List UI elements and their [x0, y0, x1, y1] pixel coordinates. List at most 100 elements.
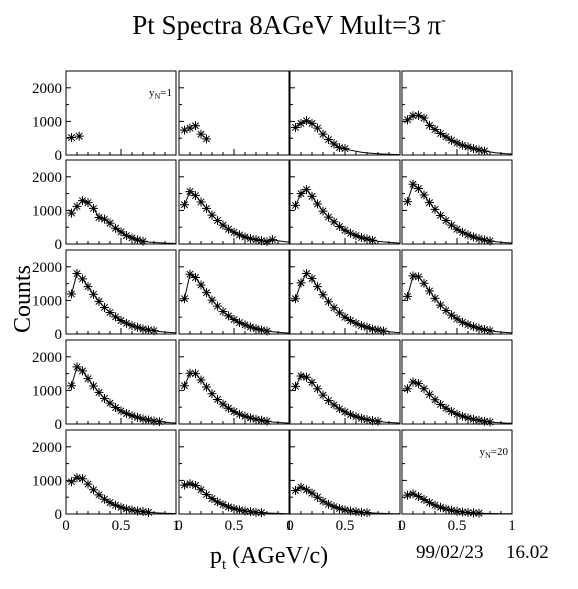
data-point — [474, 508, 484, 518]
data-point — [240, 320, 250, 330]
data-point — [329, 217, 339, 227]
data-point — [116, 227, 126, 237]
x-tick-label: 1 — [508, 518, 516, 534]
data-point — [351, 507, 361, 517]
data-point — [318, 206, 328, 216]
data-point — [229, 227, 239, 237]
data-point — [291, 485, 300, 495]
data-point — [340, 144, 350, 154]
data-point — [202, 203, 211, 213]
data-point — [480, 325, 489, 335]
data-point — [207, 494, 217, 504]
data-point — [251, 507, 261, 517]
data-point — [307, 488, 317, 498]
data-point — [78, 196, 87, 206]
data-point — [318, 290, 328, 300]
y-tick-label: 2000 — [32, 440, 62, 456]
y-tick-label: 0 — [55, 417, 63, 433]
pad-label: yN=1 — [149, 87, 172, 101]
data-point — [191, 191, 200, 201]
data-point — [357, 233, 366, 243]
data-point — [180, 200, 189, 210]
data-point — [251, 414, 261, 424]
y-tick-label: 0 — [55, 507, 63, 523]
data-point — [340, 225, 350, 235]
fit-curve — [184, 273, 290, 334]
data-point — [89, 289, 98, 299]
data-point — [111, 312, 120, 322]
data-point — [218, 220, 228, 230]
data-point — [291, 122, 300, 132]
data-point — [447, 310, 456, 320]
data-point — [74, 131, 84, 141]
x-tick-label: 0 — [175, 518, 183, 534]
data-point — [313, 123, 322, 133]
data-point — [224, 502, 233, 512]
y-tick-label: 0 — [55, 237, 63, 253]
data-point — [196, 129, 206, 139]
data-point — [414, 184, 423, 194]
data-point — [452, 224, 462, 234]
data-point — [452, 409, 462, 419]
data-point — [202, 288, 211, 298]
data-point — [257, 236, 266, 246]
data-point — [105, 398, 115, 408]
data-point — [302, 269, 311, 279]
y-tick-label: 2000 — [32, 81, 62, 97]
data-point — [452, 506, 462, 516]
data-point — [180, 125, 189, 135]
data-point — [436, 128, 445, 138]
data-point — [458, 507, 467, 517]
data-point — [149, 326, 159, 336]
data-point — [441, 305, 451, 315]
data-point — [474, 145, 484, 155]
data-point — [207, 389, 217, 399]
data-point — [302, 116, 311, 126]
data-point — [379, 326, 388, 336]
pad-frame — [178, 429, 290, 515]
y-tick-label: 1000 — [32, 383, 62, 399]
x-tick-label: 0 — [62, 518, 70, 534]
data-point — [229, 315, 239, 325]
data-point — [335, 308, 344, 318]
data-point — [441, 132, 451, 142]
data-point — [94, 212, 104, 222]
data-point — [474, 415, 484, 425]
data-point — [94, 490, 104, 500]
data-point — [100, 214, 109, 224]
data-point — [419, 278, 429, 288]
data-point — [340, 505, 350, 515]
data-point — [196, 375, 206, 385]
data-point — [262, 416, 272, 426]
data-point — [373, 325, 383, 335]
data-point — [94, 387, 104, 397]
data-point — [144, 415, 153, 425]
data-point — [419, 190, 429, 200]
data-point — [324, 499, 333, 509]
data-point — [246, 413, 255, 423]
data-point — [324, 212, 333, 222]
data-point — [127, 321, 137, 331]
fit-curve — [71, 200, 177, 244]
data-point — [235, 409, 244, 419]
data-point — [425, 198, 434, 208]
data-point — [458, 411, 467, 421]
data-point — [196, 485, 206, 495]
data-point — [213, 394, 222, 404]
data-point — [116, 502, 126, 512]
data-point — [138, 236, 148, 246]
data-point — [224, 403, 233, 413]
y-tick-label: 0 — [55, 148, 63, 164]
x-tick-label: 0.5 — [448, 518, 467, 534]
data-point — [302, 185, 311, 195]
data-point — [67, 381, 76, 391]
data-point — [213, 497, 222, 507]
data-point — [133, 322, 142, 332]
data-point — [72, 269, 82, 279]
data-point — [313, 384, 322, 394]
data-point — [185, 187, 195, 197]
data-point — [100, 393, 109, 403]
data-point — [318, 496, 328, 506]
data-point — [127, 411, 137, 421]
